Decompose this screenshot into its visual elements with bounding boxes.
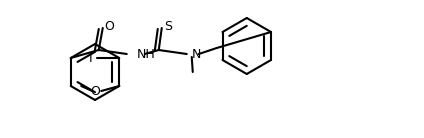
Text: N: N (192, 47, 201, 60)
Text: I: I (89, 51, 92, 64)
Text: O: O (104, 19, 114, 33)
Text: NH: NH (137, 47, 156, 60)
Text: S: S (164, 19, 172, 33)
Text: O: O (90, 84, 100, 98)
